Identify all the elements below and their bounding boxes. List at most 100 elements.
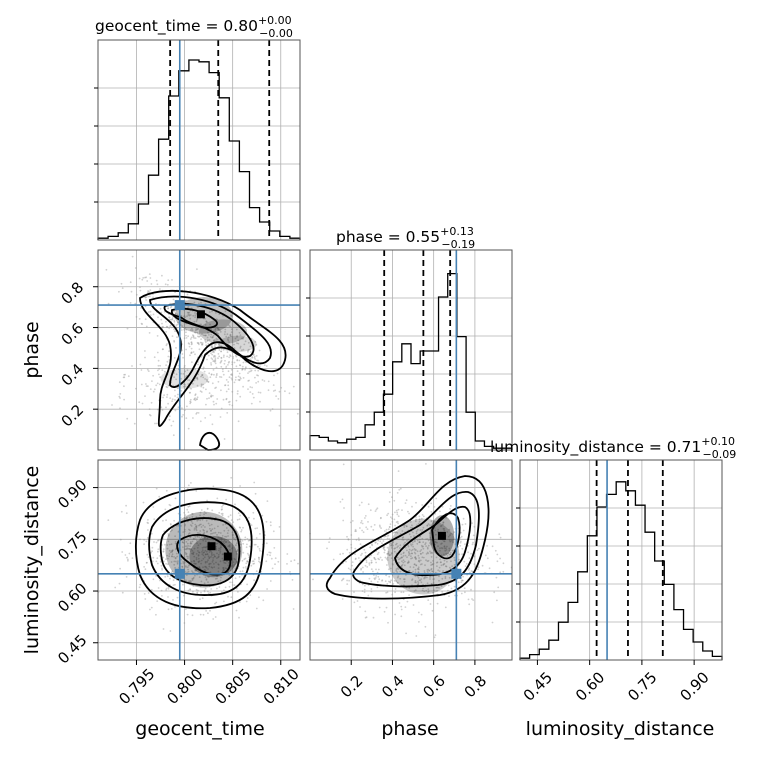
sample-point — [417, 554, 420, 557]
sample-point — [168, 543, 171, 546]
sample-point — [231, 378, 234, 381]
sample-point — [439, 510, 441, 513]
sample-point — [190, 352, 193, 354]
sample-point — [166, 386, 169, 389]
sample-point — [215, 339, 217, 342]
sample-point — [418, 579, 421, 582]
sample-point — [189, 550, 192, 552]
sample-point — [139, 286, 141, 289]
sample-point — [416, 539, 419, 542]
sample-point — [443, 540, 445, 543]
sample-point — [231, 581, 234, 584]
sample-point — [451, 539, 453, 542]
sample-point — [172, 434, 175, 437]
sample-point — [211, 336, 214, 339]
sample-point — [239, 345, 242, 348]
sample-point — [342, 577, 345, 580]
sample-point — [193, 538, 196, 541]
sample-point — [140, 369, 143, 371]
sample-point — [408, 552, 410, 554]
sample-point — [152, 556, 155, 559]
sample-point — [209, 527, 211, 530]
density-region — [199, 319, 248, 344]
sample-point — [170, 324, 172, 326]
sample-point — [203, 513, 206, 516]
sample-point — [191, 571, 194, 574]
sample-point — [164, 370, 166, 373]
sample-point — [150, 606, 153, 609]
panel-frame — [309, 459, 513, 661]
sample-point — [165, 325, 168, 328]
sample-point — [206, 336, 209, 339]
panels: 0.795 0.800 0.805 0.810 0.2 0.4 0.6 0.8 0.45 0.60… — [54, 39, 723, 708]
sample-point — [373, 524, 376, 526]
sample-point — [231, 584, 234, 586]
sample-point — [411, 578, 414, 580]
sample-point — [161, 568, 164, 571]
sample-point — [199, 341, 202, 344]
sample-point — [183, 528, 186, 531]
sample-point — [205, 578, 208, 580]
sample-point — [217, 536, 220, 539]
sample-point — [216, 373, 218, 375]
sample-point — [186, 311, 189, 314]
sample-point — [211, 346, 214, 348]
sample-point — [204, 549, 207, 552]
sample-point — [147, 529, 149, 531]
sample-point — [172, 599, 174, 601]
sample-point — [192, 551, 195, 554]
sample-point — [209, 571, 212, 574]
sample-point — [148, 408, 151, 410]
sample-point — [393, 499, 396, 502]
sample-point — [194, 393, 197, 396]
sample-point — [217, 525, 219, 528]
sample-point — [269, 524, 272, 527]
sample-point — [412, 570, 414, 573]
sample-point — [216, 575, 219, 578]
sample-point — [206, 378, 208, 381]
sample-point — [430, 502, 433, 505]
sample-point — [412, 545, 414, 548]
title-luminosity_distance: luminosity_distance = 0.71+0.10 −0.09 — [490, 435, 736, 461]
sample-point — [224, 328, 227, 331]
sample-point — [214, 357, 217, 359]
sample-point — [396, 532, 399, 534]
sample-point — [193, 398, 196, 400]
xlabel-geocent_time: geocent_time — [135, 718, 264, 740]
sample-point — [197, 332, 200, 335]
sample-point — [214, 362, 217, 365]
sample-point — [258, 548, 261, 550]
sample-point — [172, 579, 175, 582]
sample-point — [435, 556, 438, 559]
sample-point — [220, 544, 223, 547]
sample-point — [193, 337, 196, 339]
sample-point — [386, 546, 389, 549]
sample-point — [171, 398, 174, 401]
sample-point — [215, 402, 218, 405]
sample-point — [214, 358, 217, 361]
sample-point — [391, 563, 394, 565]
sample-point — [488, 567, 491, 570]
sample-point — [249, 358, 252, 361]
sample-point — [410, 544, 413, 547]
sample-point — [157, 587, 160, 589]
sample-point — [226, 532, 229, 534]
sample-point — [253, 356, 256, 359]
sample-point — [239, 543, 242, 546]
sample-point — [234, 538, 237, 541]
sample-point — [448, 595, 450, 597]
sample-point — [183, 561, 186, 564]
sample-point — [172, 298, 175, 301]
sample-point — [419, 563, 422, 566]
sample-point — [339, 553, 342, 556]
sample-point — [241, 365, 244, 368]
sample-point — [401, 530, 404, 532]
sample-point — [244, 536, 247, 539]
sample-point — [155, 279, 158, 282]
sample-point — [353, 591, 355, 593]
sample-point — [395, 509, 398, 512]
sample-point — [213, 563, 215, 565]
sample-point — [462, 529, 465, 532]
sample-point — [432, 589, 435, 591]
x-tick-label: 0.8 — [461, 672, 491, 702]
